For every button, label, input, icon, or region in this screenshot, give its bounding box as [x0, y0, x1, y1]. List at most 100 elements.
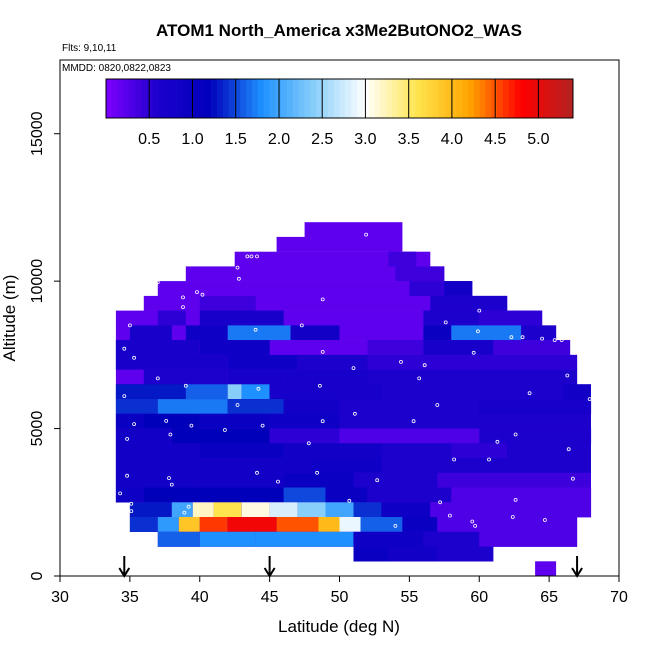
- sample-point: [320, 349, 325, 354]
- x-tick-label: 40: [191, 589, 209, 606]
- colorbar-segment: [193, 79, 200, 118]
- colorbar-segment: [123, 79, 130, 118]
- heatmap-cell: [353, 531, 424, 547]
- heatmap-cell: [185, 384, 228, 400]
- heatmap-cell: [283, 443, 382, 459]
- heatmap-cell: [269, 413, 340, 429]
- colorbar-segment: [485, 79, 492, 118]
- heatmap-cells: [115, 222, 592, 577]
- sample-point: [438, 500, 443, 505]
- flight-arrow-head: [263, 567, 276, 578]
- heatmap-cell: [283, 399, 340, 415]
- heatmap-cell: [157, 310, 186, 326]
- colorbar-tick-label: 4.0: [441, 131, 463, 148]
- dates-label: MMDD: 0820,0822,0823: [62, 63, 171, 74]
- colorbar-segment: [304, 79, 311, 118]
- sample-point: [447, 513, 452, 518]
- sample-point: [155, 376, 160, 381]
- sample-point: [164, 418, 169, 423]
- heatmap-cell: [199, 340, 270, 356]
- heatmap-cell: [269, 384, 382, 400]
- sample-point: [245, 254, 250, 259]
- colorbar-segment: [246, 79, 253, 118]
- heatmap-cell: [115, 472, 200, 488]
- heatmap-cell: [339, 517, 361, 532]
- sample-point: [351, 366, 356, 371]
- heatmap-cell: [563, 384, 591, 400]
- heatmap-cell: [171, 502, 193, 518]
- heatmap-cell: [199, 413, 270, 429]
- heatmap-cell: [367, 354, 578, 370]
- sample-point: [315, 470, 320, 475]
- heatmap-cell: [227, 369, 284, 385]
- heatmap-cell: [339, 413, 591, 429]
- heatmap-cell: [437, 517, 578, 532]
- heatmap-cell: [115, 443, 200, 459]
- heatmap-cell: [304, 222, 403, 238]
- heatmap-cell: [269, 502, 298, 518]
- sample-point: [565, 373, 570, 378]
- colorbar-segment: [403, 79, 410, 118]
- sample-point: [352, 411, 357, 416]
- colorbar-segment: [170, 79, 177, 118]
- colorbar-segment: [362, 79, 370, 118]
- sample-point: [548, 556, 553, 561]
- flight-arrow-head: [118, 567, 131, 578]
- flight-arrow-head: [571, 567, 583, 578]
- heatmap-cell: [451, 487, 592, 503]
- heatmap-cell: [353, 472, 438, 488]
- colorbar-segment: [117, 79, 124, 118]
- colorbar-segment: [176, 79, 183, 118]
- y-tick-label: 15000: [29, 111, 46, 156]
- colorbar-segment: [397, 79, 405, 118]
- sample-point: [299, 221, 304, 226]
- x-tick-label: 65: [540, 589, 558, 606]
- colorbar-segment: [152, 79, 159, 118]
- colorbar-frame: [105, 78, 574, 119]
- heatmap-cell: [157, 399, 228, 415]
- sample-point: [118, 491, 122, 496]
- colorbar-segment: [135, 79, 142, 118]
- y-axis-label: Altitude (m): [0, 275, 19, 362]
- heatmap-cell: [283, 487, 326, 503]
- x-tick-label: 50: [331, 589, 349, 606]
- heatmap-cell: [479, 399, 592, 415]
- heatmap-cell: [325, 502, 354, 518]
- sample-point: [235, 403, 240, 407]
- sample-point: [255, 254, 259, 259]
- colorbar-segment: [508, 79, 515, 118]
- colorbar-segment: [438, 79, 445, 118]
- sample-point: [195, 290, 199, 295]
- sample-point: [256, 386, 261, 391]
- colorbar-segment: [316, 79, 323, 118]
- heatmap-cell: [199, 295, 256, 311]
- colorbar-segment: [222, 79, 229, 118]
- colorbar-segment: [549, 79, 556, 118]
- sample-point: [559, 338, 564, 343]
- heatmap-cell: [115, 340, 200, 356]
- heatmap-cell: [353, 502, 382, 518]
- sample-point: [129, 501, 134, 506]
- heatmap-cell: [367, 369, 578, 385]
- colorbar-segment: [491, 79, 498, 118]
- heatmap-cell: [129, 325, 172, 341]
- sample-point: [189, 423, 194, 428]
- colorbar-segment: [467, 79, 475, 118]
- heatmap-cell: [255, 531, 354, 547]
- x-tick-label: 70: [610, 589, 628, 606]
- heatmap-cell: [234, 251, 431, 267]
- heatmap-cell: [199, 531, 256, 547]
- colorbar-segment: [532, 79, 539, 118]
- heatmap-cell: [276, 236, 403, 252]
- sample-point: [561, 549, 565, 553]
- sample-point: [520, 335, 525, 340]
- heatmap-cell: [290, 325, 340, 341]
- colorbar-tick-label: 3.0: [354, 131, 376, 148]
- colorbar-segment: [345, 79, 352, 118]
- y-axis: 0 5000 10000 15000: [29, 111, 60, 580]
- sample-point: [235, 265, 240, 270]
- heatmap-cell: [479, 310, 543, 326]
- sample-point: [513, 497, 518, 502]
- sample-point: [182, 510, 187, 515]
